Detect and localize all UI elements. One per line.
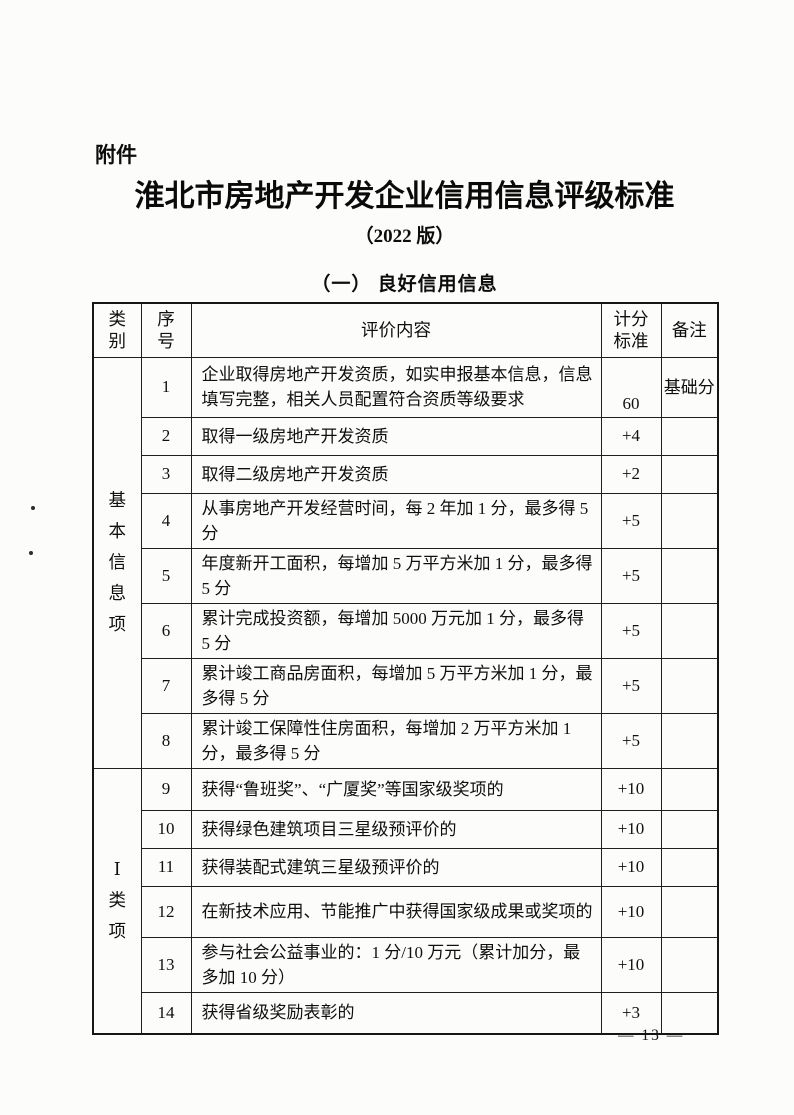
content-cell: 获得“鲁班奖”、“广厦奖”等国家级奖项的	[190, 767, 602, 811]
remark-cell	[660, 885, 719, 938]
score-cell: +10	[600, 809, 662, 849]
serial-cell: 9	[140, 767, 192, 811]
content-cell: 参与社会公益事业的：1 分/10 万元（累计加分，最多加 10 分）	[190, 936, 602, 993]
attachment-label: 附件	[95, 144, 137, 167]
remark-cell	[660, 767, 719, 811]
score-cell: +10	[600, 767, 662, 811]
serial-cell: 5	[140, 547, 192, 604]
content-cell: 年度新开工面积，每增加 5 万平方米加 1 分，最多得 5 分	[190, 547, 602, 604]
table-row: Ⅰ类项 9 获得“鲁班奖”、“广厦奖”等国家级奖项的 +10	[92, 767, 719, 1035]
score-cell: +10	[600, 936, 662, 993]
table-header-row: 类 别 序 号 评价内容 计分 标准 备注	[92, 302, 719, 358]
table-row: 13 参与社会公益事业的：1 分/10 万元（累计加分，最多加 10 分） +1…	[93, 936, 719, 993]
category-label: 基本信息项	[108, 490, 127, 634]
score-cell: +5	[600, 657, 662, 714]
section-heading: （一） 良好信用信息	[311, 274, 498, 295]
score-cell: +10	[600, 885, 662, 938]
serial-cell: 10	[140, 809, 192, 849]
column-header-remark: 备注	[660, 302, 719, 358]
content-cell: 累计竣工商品房面积，每增加 5 万平方米加 1 分，最多得 5 分	[190, 657, 602, 714]
category-cell-class-one: Ⅰ类项	[92, 767, 142, 1035]
score-cell: +5	[600, 492, 662, 549]
content-cell: 累计竣工保障性住房面积，每增加 2 万平方米加 1 分，最多得 5 分	[190, 712, 602, 769]
remark-cell	[660, 712, 719, 769]
serial-cell: 13	[140, 936, 192, 993]
serial-cell: 6	[140, 602, 192, 659]
serial-cell: 8	[140, 712, 192, 769]
serial-cell: 14	[140, 991, 192, 1035]
score-cell: +5	[600, 602, 662, 659]
column-header-category: 类 别	[92, 302, 142, 358]
category-cell-basic-info: 基本信息项	[92, 356, 142, 769]
content-cell: 累计完成投资额，每增加 5000 万元加 1 分，最多得 5 分	[190, 602, 602, 659]
content-cell: 取得二级房地产开发资质	[190, 454, 602, 494]
serial-cell: 7	[140, 657, 192, 714]
column-header-serial: 序 号	[140, 302, 192, 358]
column-header-score: 计分 标准	[600, 302, 662, 358]
score-cell: +4	[600, 416, 662, 456]
serial-cell: 1	[140, 356, 192, 418]
content-cell: 获得装配式建筑三星级预评价的	[190, 847, 602, 887]
content-cell: 取得一级房地产开发资质	[190, 416, 602, 456]
column-header-content: 评价内容	[190, 302, 602, 358]
serial-cell: 11	[140, 847, 192, 887]
remark-cell	[660, 657, 719, 714]
document-subtitle: （2022 版）	[354, 226, 455, 247]
table-row: 14 获得省级奖励表彰的 +3	[93, 991, 719, 1035]
remark-cell	[660, 454, 719, 494]
score-cell: +10	[600, 847, 662, 887]
serial-cell: 2	[140, 416, 192, 456]
page-number: — 13 —	[618, 1027, 685, 1044]
remark-cell: 基础分	[660, 356, 719, 418]
score-cell: +5	[600, 712, 662, 769]
table-row: 12 在新技术应用、节能推广中获得国家级成果或奖项的 +10	[93, 885, 719, 938]
table-row: 10 获得绿色建筑项目三星级预评价的 +10	[93, 809, 719, 849]
score-cell: +2	[600, 454, 662, 494]
remark-cell	[660, 547, 719, 604]
scan-artifact	[31, 506, 35, 510]
serial-cell: 3	[140, 454, 192, 494]
content-cell: 获得绿色建筑项目三星级预评价的	[190, 809, 602, 849]
table-row: 7 累计竣工商品房面积，每增加 5 万平方米加 1 分，最多得 5 分 +5	[93, 657, 719, 714]
table-row: 11 获得装配式建筑三星级预评价的 +10	[93, 847, 719, 887]
remark-cell	[660, 809, 719, 849]
table-row: 3 取得二级房地产开发资质 +2	[93, 454, 719, 494]
scan-artifact	[29, 551, 33, 555]
content-cell: 在新技术应用、节能推广中获得国家级成果或奖项的	[190, 885, 602, 938]
content-cell: 获得省级奖励表彰的	[190, 991, 602, 1035]
serial-cell: 4	[140, 492, 192, 549]
table-row: 4 从事房地产开发经营时间，每 2 年加 1 分，最多得 5 分 +5	[93, 492, 719, 549]
table-row: 6 累计完成投资额，每增加 5000 万元加 1 分，最多得 5 分 +5	[93, 602, 719, 659]
content-cell: 企业取得房地产开发资质，如实申报基本信息，信息填写完整，相关人员配置符合资质等级…	[190, 356, 602, 418]
credit-rating-table: 类 别 序 号 评价内容 计分 标准 备注 基本信息项 1 企业取得房地产开发资…	[92, 302, 719, 1035]
table-row: 2 取得一级房地产开发资质 +4	[93, 416, 719, 456]
remark-cell	[660, 492, 719, 549]
remark-cell	[660, 847, 719, 887]
table-row: 5 年度新开工面积，每增加 5 万平方米加 1 分，最多得 5 分 +5	[93, 547, 719, 604]
document-title: 淮北市房地产开发企业信用信息评级标准	[134, 180, 675, 213]
remark-cell	[660, 991, 719, 1035]
remark-cell	[660, 936, 719, 993]
serial-cell: 12	[140, 885, 192, 938]
content-cell: 从事房地产开发经营时间，每 2 年加 1 分，最多得 5 分	[190, 492, 602, 549]
category-label: Ⅰ类项	[108, 859, 127, 942]
table-row: 8 累计竣工保障性住房面积，每增加 2 万平方米加 1 分，最多得 5 分 +5	[93, 712, 719, 769]
score-cell: +5	[600, 547, 662, 604]
score-cell: 60	[600, 356, 662, 418]
remark-cell	[660, 602, 719, 659]
remark-cell	[660, 416, 719, 456]
table-row: 基本信息项 1 企业取得房地产开发资质，如实申报基本信息，信息填写完整，相关人员…	[92, 356, 719, 769]
